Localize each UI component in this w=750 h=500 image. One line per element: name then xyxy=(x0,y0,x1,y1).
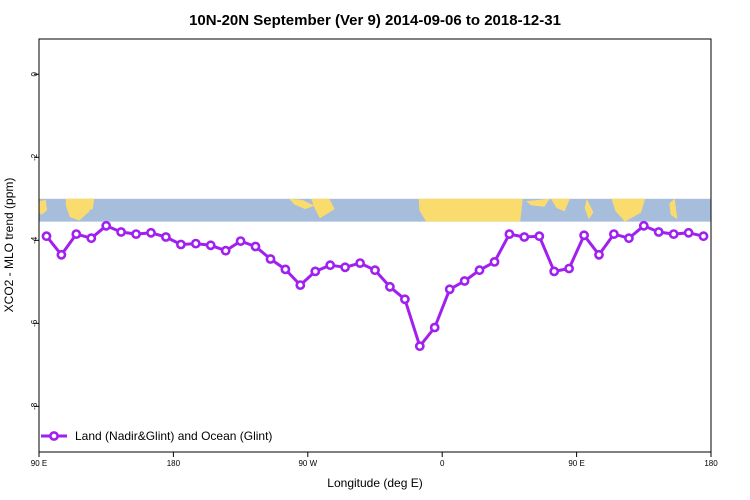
plot-frame xyxy=(38,38,712,453)
data-point xyxy=(370,265,380,276)
data-point xyxy=(131,229,141,239)
data-point xyxy=(429,322,440,333)
map-land xyxy=(584,198,594,220)
y-axis: 0 -2 -4 -6 -8 xyxy=(30,72,39,410)
map-land xyxy=(551,198,570,212)
x-axis-label: Longitude (deg E) xyxy=(327,476,422,490)
data-point xyxy=(564,263,574,274)
data-point xyxy=(310,266,321,277)
map-land xyxy=(39,199,48,215)
legend: Land (Nadir&Glint) and Ocean (Glint) xyxy=(41,429,272,443)
legend-label: Land (Nadir&Glint) and Ocean (Glint) xyxy=(75,429,272,443)
data-point xyxy=(624,233,634,244)
data-point xyxy=(41,231,52,242)
data-point xyxy=(116,227,126,237)
data-point xyxy=(444,284,455,295)
data-point xyxy=(683,227,694,238)
data-point xyxy=(579,230,589,241)
world-map-band xyxy=(39,198,711,222)
data-point xyxy=(220,245,231,256)
map-land xyxy=(311,198,335,219)
data-point xyxy=(638,220,649,231)
data-point xyxy=(160,232,171,242)
map-land xyxy=(86,198,95,211)
data-point xyxy=(265,254,276,264)
x-axis: 90 E 180 90 W 0 90 E 180 xyxy=(31,452,718,468)
y-tick-label: -6 xyxy=(30,319,39,327)
data-point xyxy=(609,229,619,239)
chart-title: 10N-20N September (Ver 9) 2014-09-06 to … xyxy=(189,12,561,29)
data-point xyxy=(146,227,156,238)
x-tick-label: 180 xyxy=(167,459,181,468)
map-land xyxy=(611,198,646,222)
map-land xyxy=(289,198,315,210)
x-tick-label: 90 E xyxy=(568,459,584,468)
data-point xyxy=(534,231,545,242)
data-point xyxy=(190,238,201,249)
map-land xyxy=(418,198,523,222)
data-point xyxy=(549,266,560,277)
x-tick-label: 0 xyxy=(440,459,445,468)
map-ocean xyxy=(39,198,711,222)
data-point xyxy=(668,229,679,239)
x-tick-label: 180 xyxy=(704,459,718,468)
series-line xyxy=(45,224,704,348)
data-point xyxy=(698,231,709,242)
data-point xyxy=(489,256,500,267)
data-point xyxy=(56,249,67,260)
data-point xyxy=(101,220,112,231)
data-point xyxy=(594,249,604,260)
data-point xyxy=(355,258,365,268)
data-point xyxy=(235,236,246,246)
data-point xyxy=(414,341,425,352)
data-point xyxy=(175,239,186,250)
data-point xyxy=(384,281,395,292)
map-land xyxy=(669,198,678,220)
y-tick-label: -4 xyxy=(30,236,39,244)
data-point xyxy=(205,240,216,251)
y-tick-label: 0 xyxy=(30,72,39,77)
y-tick-label: -8 xyxy=(30,402,39,410)
data-point xyxy=(280,264,291,275)
y-tick-label: -2 xyxy=(30,153,39,161)
data-point xyxy=(295,280,306,290)
x-tick-label: 90 W xyxy=(298,459,317,468)
data-point xyxy=(325,260,336,271)
x-tick-label: 90 E xyxy=(31,459,47,468)
data-point xyxy=(250,241,261,252)
data-point xyxy=(653,227,664,237)
map-land xyxy=(65,198,93,221)
data-point xyxy=(340,262,350,273)
y-axis-label: XCO2 - MLO trend (ppm) xyxy=(2,178,16,313)
data-point xyxy=(519,232,530,242)
data-point xyxy=(399,294,410,305)
legend-swatch-marker xyxy=(49,431,59,441)
data-point xyxy=(474,265,485,276)
data-point xyxy=(86,233,97,244)
data-point xyxy=(71,229,82,239)
data-point xyxy=(504,229,515,239)
data-point xyxy=(459,276,470,286)
series-layer xyxy=(41,220,709,352)
map-land xyxy=(526,198,550,207)
